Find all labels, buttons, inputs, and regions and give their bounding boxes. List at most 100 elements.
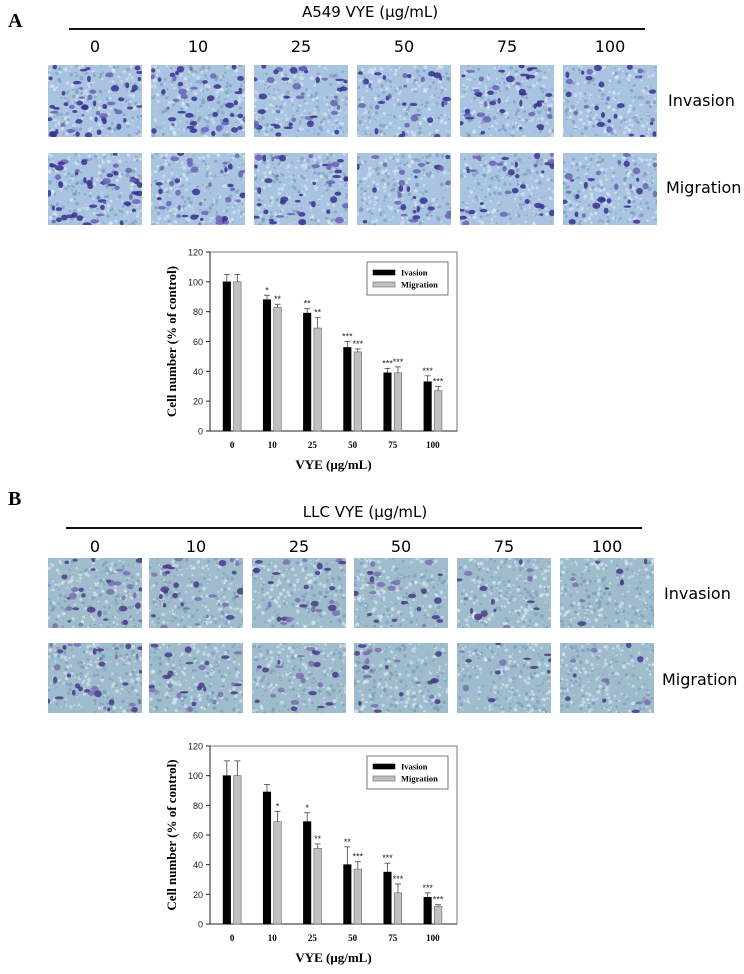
y-tick-label: 40 xyxy=(193,860,203,870)
bar-migration-0 xyxy=(234,761,242,924)
legend-label-migration: Migration xyxy=(401,280,438,290)
y-tick-label: 20 xyxy=(193,397,203,407)
x-tick-label: 25 xyxy=(308,933,318,943)
svg-text:*: * xyxy=(265,285,269,295)
x-tick-label: 0 xyxy=(230,440,235,450)
bar-ivasion-50: ** xyxy=(344,837,352,924)
y-tick-label: 60 xyxy=(193,831,203,841)
micrograph-invasion-100 xyxy=(563,65,657,137)
panel-a-group-title: A549 VYE (μg/mL) xyxy=(250,3,490,21)
micrograph-migration-10 xyxy=(151,153,245,225)
legend-label-migration: Migration xyxy=(401,774,438,784)
micrograph-migration-50 xyxy=(354,643,448,713)
dose-label-75: 75 xyxy=(460,37,554,56)
bar-ivasion-0 xyxy=(223,274,231,431)
bar-migration-10: * xyxy=(274,801,282,924)
y-tick-label: 0 xyxy=(198,920,203,930)
bar-ivasion-0 xyxy=(223,761,231,924)
bar-migration-25: ** xyxy=(314,834,322,924)
micrograph-migration-100 xyxy=(560,643,654,713)
legend-label-ivasion: Ivasion xyxy=(401,762,428,772)
panel-a-row-label-invasion: Invasion xyxy=(668,91,735,110)
x-tick-label: 50 xyxy=(348,933,358,943)
dose-label-10: 10 xyxy=(151,37,245,56)
y-tick-label: 40 xyxy=(193,367,203,377)
micrograph-invasion-10 xyxy=(149,558,243,628)
bar-migration-0 xyxy=(234,274,242,431)
dose-label-75: 75 xyxy=(457,537,551,556)
svg-text:***: *** xyxy=(342,332,353,342)
y-axis-label: Cell number (% of control) xyxy=(164,759,179,910)
micrograph-migration-0 xyxy=(48,643,142,713)
y-tick-label: 60 xyxy=(193,337,203,347)
bar-ivasion-75: *** xyxy=(382,358,393,431)
bar-ivasion-10: * xyxy=(263,285,271,431)
panel-b-bar-chart: 0 20 40 60 80 100 120 Cell number (% of control… xyxy=(160,720,480,969)
bar-migration-100: *** xyxy=(433,376,444,431)
y-tick-label: 120 xyxy=(188,248,203,258)
bar-ivasion-100: *** xyxy=(422,366,433,431)
svg-text:***: *** xyxy=(353,339,364,349)
panel-letter-b: B xyxy=(8,488,21,511)
y-tick-label: 20 xyxy=(193,890,203,900)
bar-migration-25: ** xyxy=(314,308,322,431)
micrograph-invasion-75 xyxy=(457,558,551,628)
panel-a-header-rule xyxy=(69,28,645,30)
x-tick-label: 100 xyxy=(426,933,440,943)
bar-migration-75: *** xyxy=(393,357,404,431)
y-tick-label: 80 xyxy=(193,801,203,811)
micrograph-invasion-75 xyxy=(460,65,554,137)
x-tick-label: 75 xyxy=(388,933,398,943)
micrograph-invasion-0 xyxy=(48,558,142,628)
panel-b-group-title: LLC VYE (μg/mL) xyxy=(245,503,485,521)
dose-label-10: 10 xyxy=(149,537,243,556)
bar-migration-50: *** xyxy=(353,852,364,924)
micrograph-migration-75 xyxy=(460,153,554,225)
micrograph-migration-10 xyxy=(149,643,243,713)
micrograph-migration-25 xyxy=(254,153,348,225)
micrograph-invasion-25 xyxy=(252,558,346,628)
chart-legend: Ivasion Migration xyxy=(367,262,448,295)
svg-text:**: ** xyxy=(304,299,312,309)
y-tick-label: 120 xyxy=(188,742,203,752)
y-axis-label: Cell number (% of control) xyxy=(164,266,179,417)
dose-label-50: 50 xyxy=(354,537,448,556)
dose-label-25: 25 xyxy=(252,537,346,556)
bar-migration-100: *** xyxy=(433,895,444,924)
bar-ivasion-25: ** xyxy=(303,299,311,431)
micrograph-migration-25 xyxy=(252,643,346,713)
x-tick-label: 10 xyxy=(268,440,278,450)
dose-label-100: 100 xyxy=(560,537,654,556)
bar-migration-75: *** xyxy=(393,874,404,924)
y-tick-label: 0 xyxy=(198,427,203,437)
micrograph-migration-50 xyxy=(357,153,451,225)
svg-text:***: *** xyxy=(382,358,393,368)
dose-label-50: 50 xyxy=(357,37,451,56)
x-axis-label: VYE (μg/mL) xyxy=(295,457,371,472)
micrograph-invasion-50 xyxy=(357,65,451,137)
dose-label-25: 25 xyxy=(254,37,348,56)
panel-letter-a: A xyxy=(8,10,22,33)
y-tick-label: 100 xyxy=(188,771,203,781)
panel-a-row-label-migration: Migration xyxy=(666,178,741,197)
bar-ivasion-25: * xyxy=(303,803,311,924)
micrograph-invasion-25 xyxy=(254,65,348,137)
panel-b-row-label-invasion: Invasion xyxy=(664,584,731,603)
svg-text:***: *** xyxy=(433,376,444,386)
svg-text:***: *** xyxy=(393,357,404,367)
x-tick-label: 100 xyxy=(426,440,440,450)
svg-text:**: ** xyxy=(314,308,322,318)
dose-label-0: 0 xyxy=(48,537,142,556)
legend-label-ivasion: Ivasion xyxy=(401,268,428,278)
micrograph-invasion-10 xyxy=(151,65,245,137)
svg-text:***: *** xyxy=(422,366,433,376)
x-axis-label: VYE (μg/mL) xyxy=(295,950,371,965)
x-tick-label: 75 xyxy=(388,440,398,450)
micrograph-migration-75 xyxy=(457,643,551,713)
bar-migration-50: *** xyxy=(353,339,364,431)
micrograph-migration-100 xyxy=(563,153,657,225)
bar-ivasion-100: *** xyxy=(422,883,433,924)
svg-text:**: ** xyxy=(274,294,282,304)
chart-legend: Ivasion Migration xyxy=(367,756,448,789)
